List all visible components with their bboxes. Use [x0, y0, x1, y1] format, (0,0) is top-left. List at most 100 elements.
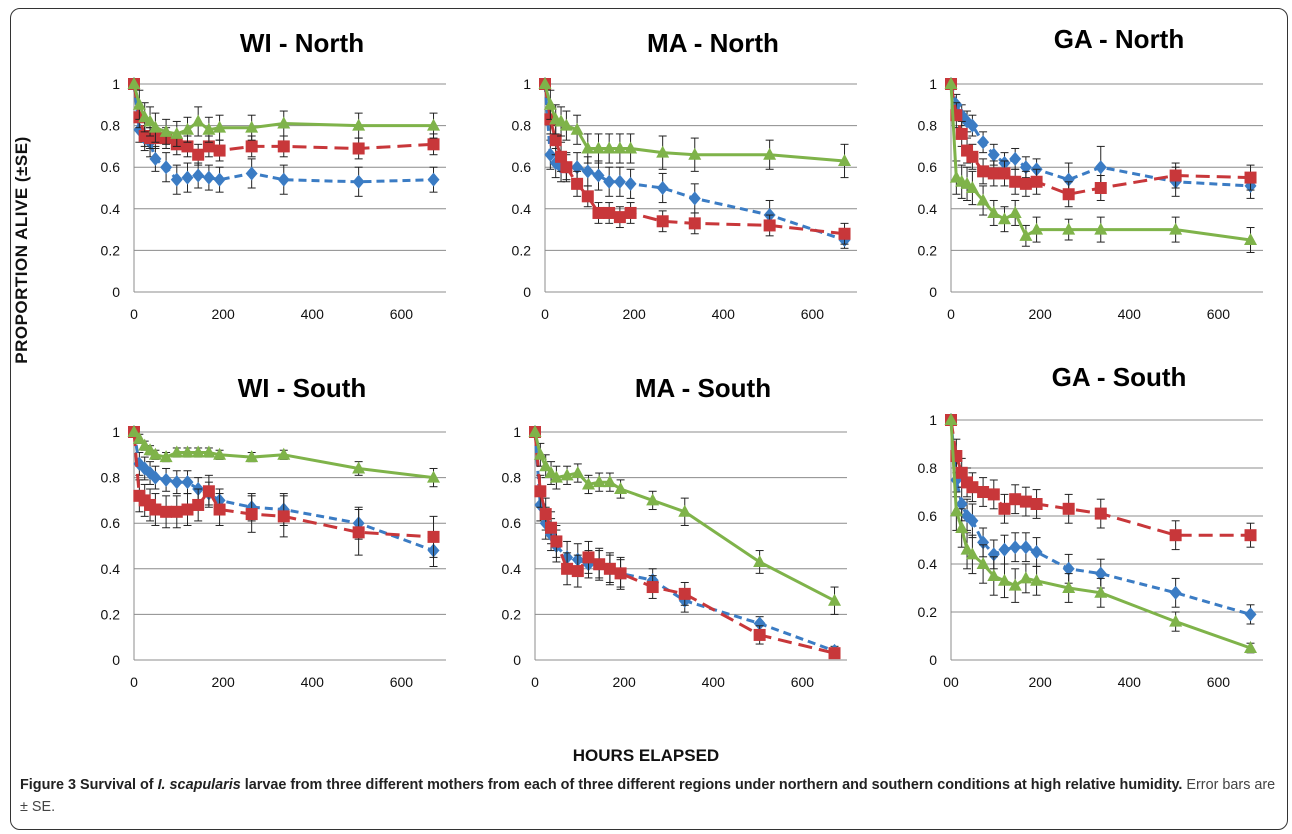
series-green — [127, 77, 441, 147]
y-tick-label: 0.8 — [101, 118, 121, 134]
data-point — [977, 535, 990, 550]
chart-panel: WI - South 0 0.2 0.4 0.6 0.8 1 0 200 400 600 — [101, 373, 446, 690]
data-point — [181, 475, 194, 490]
data-point — [581, 141, 595, 154]
series-green — [127, 425, 441, 488]
data-point — [148, 120, 162, 133]
y-tick-label: 0.6 — [101, 515, 121, 531]
data-point — [560, 161, 573, 174]
data-point — [646, 493, 660, 506]
y-tick-label: 0.8 — [918, 118, 938, 134]
data-point — [170, 475, 183, 490]
data-point — [170, 126, 184, 139]
data-point — [1030, 545, 1043, 559]
data-point — [581, 164, 594, 179]
y-tick-label: 0.4 — [918, 556, 938, 572]
y-tick-label: 0.6 — [101, 159, 121, 175]
data-point — [1062, 222, 1076, 235]
data-point — [202, 170, 215, 185]
data-point — [1030, 222, 1044, 235]
data-point — [1094, 566, 1107, 581]
data-point — [614, 482, 628, 494]
data-point — [1062, 581, 1076, 593]
data-point — [245, 508, 258, 521]
y-tick-label: 0.8 — [918, 460, 938, 476]
data-point — [544, 147, 557, 162]
y-tick-label: 0.2 — [918, 604, 938, 620]
data-point — [1244, 607, 1257, 622]
data-point — [352, 118, 366, 131]
data-point — [213, 447, 227, 460]
data-point — [1062, 188, 1075, 201]
data-point — [1019, 540, 1032, 555]
data-point — [966, 481, 979, 494]
data-point — [1244, 529, 1257, 542]
x-axis-label: HOURS ELAPSED — [572, 746, 720, 765]
series-red — [128, 426, 440, 558]
y-tick-label: 1 — [929, 412, 937, 428]
data-point — [987, 167, 1000, 180]
data-point — [427, 530, 440, 543]
data-point — [966, 513, 979, 528]
x-tick-label: 200 — [1028, 674, 1052, 690]
chart-panel: WI - North 0 0.2 0.4 0.6 0.8 1 0 200 400 600 — [101, 28, 446, 322]
data-point — [656, 181, 669, 195]
data-point — [170, 445, 184, 458]
y-tick-label: 0 — [513, 652, 521, 668]
data-point — [202, 122, 216, 135]
x-tick-label: 600 — [390, 306, 414, 322]
data-point — [955, 521, 969, 533]
series-green — [538, 77, 852, 179]
data-point — [545, 521, 558, 534]
y-tick-label: 0.4 — [918, 201, 938, 217]
y-tick-label: 0 — [929, 652, 937, 668]
y-tick-label: 0.4 — [101, 561, 121, 577]
data-point — [192, 168, 205, 183]
x-tick-label: 0 — [947, 306, 955, 322]
data-point — [549, 134, 562, 147]
x-tick-label: 400 — [1118, 306, 1142, 322]
data-point — [955, 127, 968, 140]
data-point — [1094, 507, 1107, 520]
data-point — [550, 535, 563, 548]
series-blue — [128, 425, 440, 568]
y-tick-label: 0.2 — [101, 242, 121, 258]
data-point — [533, 447, 547, 460]
data-point — [143, 114, 157, 127]
x-tick-label: 400 — [1118, 674, 1142, 690]
data-point — [966, 118, 979, 133]
figure-caption: Figure 3 Survival of I. scapularis larva… — [20, 774, 1278, 818]
data-point — [571, 177, 584, 190]
series-line — [533, 431, 835, 655]
data-point — [1169, 585, 1182, 600]
x-tick-label: 200 — [211, 306, 235, 322]
data-point — [159, 450, 173, 463]
data-point — [427, 470, 441, 483]
y-tick-label: 0.2 — [512, 242, 532, 258]
data-point — [170, 172, 183, 187]
data-point — [1094, 160, 1107, 175]
x-tick-label: 0 — [541, 306, 549, 322]
series-red — [945, 78, 1257, 208]
data-point — [213, 120, 227, 133]
data-point — [352, 142, 365, 155]
data-point — [1244, 641, 1258, 653]
y-tick-label: 0.6 — [918, 159, 938, 175]
data-point — [592, 206, 605, 219]
data-point — [646, 581, 659, 594]
x-tick-label: 200 — [211, 674, 235, 690]
x-tick-label: 400 — [702, 674, 726, 690]
data-point — [1094, 182, 1107, 194]
x-tick-label: 600 — [791, 674, 815, 690]
data-point — [955, 497, 968, 511]
data-point — [149, 503, 162, 516]
data-point — [763, 219, 776, 232]
data-point — [688, 191, 701, 206]
data-point — [571, 466, 585, 479]
data-point — [352, 526, 365, 539]
data-point — [1030, 498, 1043, 510]
data-point — [949, 504, 963, 517]
data-point — [828, 593, 842, 606]
data-point — [592, 168, 605, 183]
data-point — [277, 510, 290, 523]
